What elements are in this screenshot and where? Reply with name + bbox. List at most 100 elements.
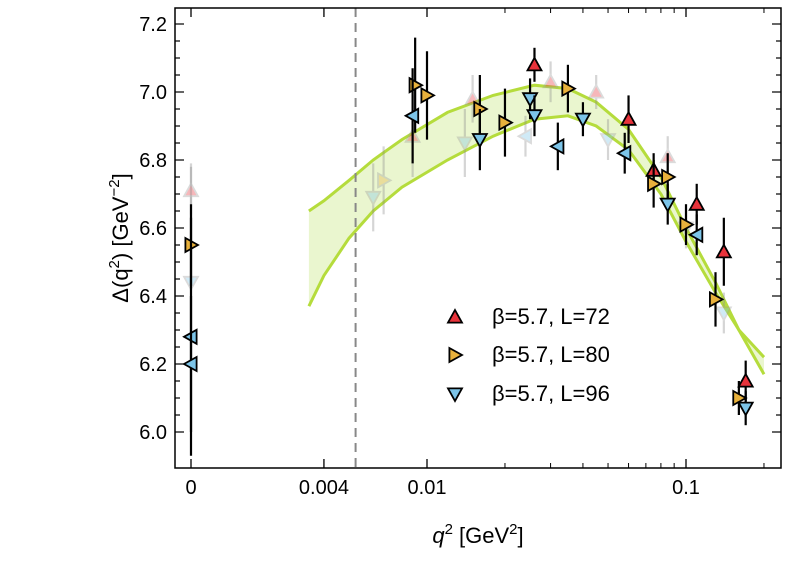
data-point [403, 68, 420, 164]
marker-triangle-right [420, 86, 436, 104]
legend-marker-triangle-down [446, 387, 464, 403]
x-axis-label-sup: 2 [445, 521, 453, 538]
x-tick-label: 0.01 [408, 477, 447, 499]
data-point [687, 214, 704, 256]
data-point [182, 296, 198, 432]
marker-triangle-down [471, 133, 489, 149]
legend-label-l80: β=5.7, L=80 [492, 342, 610, 367]
data-point [587, 75, 605, 109]
marker-triangle-left [182, 355, 198, 373]
x-axis-label-unit-sup: 2 [509, 521, 517, 538]
marker-triangle-up [182, 181, 200, 198]
marker-triangle-down [574, 112, 592, 129]
marker-triangle-up [737, 372, 755, 388]
marker-triangle-up [525, 55, 544, 72]
marker-triangle-right [709, 290, 725, 308]
data-point [679, 204, 695, 245]
data-point [420, 51, 436, 140]
marker-triangle-right [679, 216, 695, 234]
marker-triangle-up [464, 89, 482, 106]
plot-frame [174, 7, 782, 469]
y-axis-label-end: ] [108, 173, 133, 179]
marker-triangle-down [715, 306, 733, 322]
x-tick-label: 0 [185, 477, 196, 499]
data-point [574, 102, 592, 137]
data-point [471, 109, 489, 171]
legend-marker-triangle-right [448, 346, 464, 364]
marker-triangle-left [516, 127, 532, 145]
y-tick-label: 6.6 [139, 218, 167, 240]
marker-triangle-right [561, 80, 577, 98]
marker-triangle-left [403, 107, 420, 125]
marker-triangle-up [587, 83, 605, 99]
y-tick-label: 6.2 [139, 354, 167, 376]
x-axis-label-unit: [GeV [459, 523, 509, 548]
marker-triangle-down [456, 136, 474, 152]
legend-label-l72: β=5.7, L=72 [492, 304, 610, 329]
marker-triangle-down [525, 109, 544, 125]
x-tick-label: 0.1 [672, 477, 700, 499]
data-points [182, 37, 755, 456]
data-point [525, 95, 544, 137]
data-point [615, 132, 632, 174]
data-point [715, 217, 733, 286]
y-tick-label: 6.8 [139, 150, 167, 172]
marker-triangle-down [659, 197, 677, 214]
data-point [364, 163, 382, 232]
fit-band [307, 83, 766, 375]
marker-triangle-right [498, 114, 514, 132]
legend-entry-l96: β=5.7, L=96 [446, 381, 610, 406]
marker-triangle-right [661, 168, 677, 186]
marker-triangle-right [732, 389, 748, 407]
data-point [464, 75, 482, 123]
data-point [599, 119, 617, 160]
marker-triangle-down [364, 190, 382, 207]
marker-triangle-right [647, 175, 663, 193]
y-tick-label: 7.2 [139, 14, 167, 36]
data-point [737, 391, 755, 426]
marker-triangle-up [715, 242, 733, 259]
legend-entry-l72: β=5.7, L=72 [446, 304, 610, 329]
x-tick-label: 0.004 [299, 477, 349, 499]
marker-triangle-down [737, 401, 755, 418]
data-point [548, 122, 565, 171]
y-axis-label-sup2: −2 [106, 179, 123, 196]
data-point [377, 146, 393, 215]
data-point [732, 381, 748, 415]
data-point [620, 95, 638, 143]
marker-triangle-left [615, 144, 632, 162]
data-point [561, 64, 577, 113]
y-axis-label-sup1: 2 [106, 260, 123, 268]
marker-triangle-right [377, 171, 393, 189]
legend-label-l96: β=5.7, L=96 [492, 381, 610, 406]
y-tick-label: 7.0 [139, 82, 167, 104]
x-axis-label-base: q [432, 523, 445, 548]
data-point [456, 109, 474, 177]
y-axis-label: Δ(q2) [GeV−2] [106, 173, 133, 302]
marker-triangle-left [687, 226, 704, 244]
marker-triangle-down [599, 133, 617, 149]
marker-triangle-up [688, 195, 706, 211]
fit-band-fill [308, 85, 764, 375]
data-point [525, 47, 544, 82]
legend-entry-l80: β=5.7, L=80 [448, 342, 610, 367]
marker-triangle-left [548, 137, 565, 155]
data-point [542, 61, 560, 103]
data-point [647, 160, 663, 208]
x-axis-label-unit-end: ] [517, 523, 523, 548]
data-point [516, 115, 532, 157]
axis-ticks: 0 0.004 0.01 0.1 6.0 6.2 6.4 6.6 6.8 7.0 7.2 [139, 8, 781, 499]
y-tick-label: 6.4 [139, 286, 167, 308]
fit-band-upper-curve [308, 83, 766, 375]
data-point [709, 272, 725, 327]
marker-triangle-up [620, 110, 638, 126]
x-axis-label: q2 [GeV2] [432, 521, 523, 548]
y-tick-label: 6.0 [139, 422, 167, 444]
data-point [659, 183, 677, 225]
data-point [498, 88, 514, 157]
legend-marker-triangle-up [446, 308, 464, 324]
y-axis-label-text: Δ(q [108, 268, 133, 302]
legend: β=5.7, L=72 β=5.7, L=80 β=5.7, L=96 [446, 304, 610, 406]
fit-band-lower-curve [307, 114, 766, 359]
